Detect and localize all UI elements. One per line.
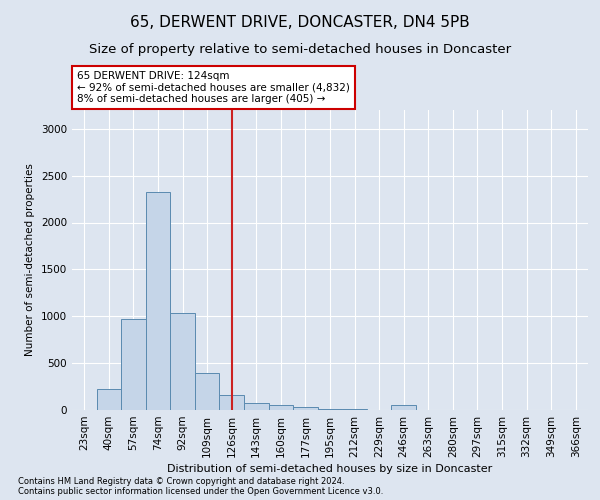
Bar: [318, 408, 342, 410]
Bar: [97, 390, 121, 410]
Bar: [121, 319, 146, 410]
Text: Size of property relative to semi-detached houses in Doncaster: Size of property relative to semi-detach…: [89, 42, 511, 56]
Bar: [170, 314, 195, 410]
Text: 65, DERWENT DRIVE, DONCASTER, DN4 5PB: 65, DERWENT DRIVE, DONCASTER, DN4 5PB: [130, 15, 470, 30]
Bar: [195, 374, 220, 410]
Text: Contains public sector information licensed under the Open Government Licence v3: Contains public sector information licen…: [18, 488, 383, 496]
Bar: [244, 402, 269, 410]
Bar: [391, 406, 416, 410]
Bar: [342, 409, 367, 410]
Bar: [269, 406, 293, 410]
Bar: [146, 192, 170, 410]
Y-axis label: Number of semi-detached properties: Number of semi-detached properties: [25, 164, 35, 356]
Bar: [220, 395, 244, 410]
Text: 65 DERWENT DRIVE: 124sqm
← 92% of semi-detached houses are smaller (4,832)
8% of: 65 DERWENT DRIVE: 124sqm ← 92% of semi-d…: [77, 71, 350, 104]
Bar: [293, 407, 318, 410]
Text: Contains HM Land Registry data © Crown copyright and database right 2024.: Contains HM Land Registry data © Crown c…: [18, 478, 344, 486]
X-axis label: Distribution of semi-detached houses by size in Doncaster: Distribution of semi-detached houses by …: [167, 464, 493, 474]
